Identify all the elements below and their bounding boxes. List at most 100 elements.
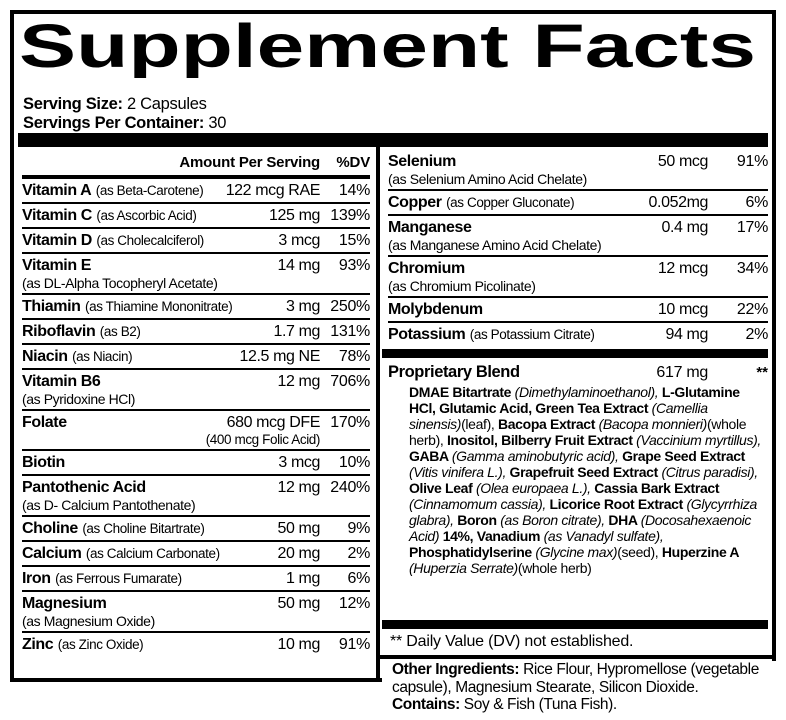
nutrient-amount: 12 mg — [277, 479, 321, 496]
nutrient-name: Potassium — [388, 326, 466, 343]
blend-ingredient-segment: (seed), — [617, 544, 662, 560]
nutrient-amount: 20 mg — [277, 545, 321, 562]
blend-ingredient-segment: (Vitis vinifera L.), — [409, 464, 510, 480]
blend-ingredient-segment: L-Glutamine HCl, Glutamic Acid, Green Te… — [409, 384, 740, 416]
proprietary-blend-name: Proprietary Blend — [388, 363, 520, 381]
nutrient-dv: 12% — [338, 595, 370, 612]
nutrient-name: Manganese — [388, 219, 472, 236]
nutrient-amount: 3 mcg — [278, 232, 320, 249]
nutrient-sub-qualifier: (as Magnesium Oxide) — [22, 613, 155, 629]
nutrient-name-cell: Zinc (as Zinc Oxide) — [22, 636, 278, 654]
nutrient-sub-qualifier: (as Chromium Picolinate) — [388, 278, 536, 294]
panel-notch — [382, 661, 786, 720]
other-ingredients: Other Ingredients: Rice Flour, Hypromell… — [392, 661, 784, 714]
nutrient-amount: 50 mcg — [657, 153, 708, 170]
nutrient-dv: 131% — [330, 323, 370, 340]
nutrient-dv: 78% — [338, 348, 370, 365]
nutrient-amount-cell: 3 mg — [286, 298, 320, 316]
nutrient-amount-cell: 12.5 mg NE — [240, 348, 321, 366]
nutrient-name-cell: Pantothenic Acid (as D- Calcium Pantothen… — [22, 479, 278, 513]
nutrient-amount: 3 mg — [286, 298, 320, 315]
nutrient-dv: 17% — [736, 219, 768, 236]
nutrient-name: Riboflavin — [22, 323, 96, 340]
nutrient-name-cell: Choline (as Choline Bitartrate) — [22, 520, 278, 538]
nutrient-sub-qualifier: (as Pyridoxine HCl) — [22, 391, 135, 407]
blend-ingredient-segment: (Huperzia Serrate) — [409, 560, 518, 576]
nutrient-amount-sub: (400 mcg Folic Acid) — [205, 432, 321, 447]
dv-header: %DV — [336, 154, 370, 171]
nutrient-row: Iron (as Ferrous Fumarate) 1 mg 6% — [22, 567, 370, 592]
nutrient-name: Selenium — [388, 153, 456, 170]
nutrient-amount-cell: 3 mcg — [278, 232, 320, 250]
proprietary-blend-bar — [382, 349, 768, 358]
nutrient-dv: 91% — [338, 636, 370, 653]
nutrient-dv: 706% — [330, 373, 370, 390]
nutrient-amount-cell: 0.4 mg — [661, 219, 708, 237]
other-ingredients-text: Rice Flour, Hypromellose (vegetable caps… — [392, 661, 759, 696]
nutrient-name: Folate — [22, 414, 67, 431]
nutrient-row: Zinc (as Zinc Oxide) 10 mg 91% — [22, 633, 370, 656]
nutrient-qualifier: (as Zinc Oxide) — [57, 637, 144, 652]
nutrient-qualifier: (as Ferrous Fumarate) — [55, 571, 182, 586]
blend-ingredient-segment: (Citrus paradisi), — [661, 464, 758, 480]
blend-ingredient-segment: DHA — [608, 512, 641, 528]
nutrient-row: Riboflavin (as B2) 1.7 mg 131% — [22, 320, 370, 345]
nutrient-name: Choline — [22, 520, 78, 537]
nutrient-qualifier: (as Beta-Carotene) — [95, 183, 204, 198]
nutrient-name: Vitamin A — [22, 182, 92, 199]
blend-ingredient-segment: (Gamma aminobutyric acid), — [451, 448, 623, 464]
nutrient-name-cell: Chromium (as Chromium Picolinate) — [388, 260, 658, 294]
nutrient-amount-cell: 12 mg — [278, 373, 321, 391]
nutrient-name-cell: Vitamin B6 (as Pyridoxine HCl) — [22, 373, 278, 407]
blend-ingredient-segment: Grapefruit Seed Extract — [509, 464, 662, 480]
blend-ingredient-segment: Inositol, Bilberry Fruit Extract — [447, 432, 637, 448]
nutrient-dv: 2% — [347, 545, 370, 562]
nutrient-name: Magnesium — [22, 595, 107, 612]
nutrient-dv: 6% — [745, 194, 768, 211]
blend-ingredient-segment: (Glycine max) — [535, 544, 618, 560]
nutrient-amount-cell: 12 mg — [277, 479, 321, 497]
nutrient-row: Magnesium (as Magnesium Oxide) 50 mg 12% — [22, 592, 370, 633]
nutrient-row: Copper (as Copper Gluconate) 0.052mg 6% — [388, 191, 768, 216]
amount-per-serving-header: Amount Per Serving — [179, 154, 320, 171]
nutrient-amount: 14 mg — [277, 257, 321, 274]
blend-ingredient-segment: (Olea europaea L.), — [475, 480, 595, 496]
nutrient-name: Vitamin B6 — [22, 373, 101, 390]
blend-ingredient-segment: Cassia Bark Extract — [594, 480, 720, 496]
nutrient-row: Biotin 3 mcg 10% — [22, 451, 370, 476]
contains-label: Contains: — [392, 696, 460, 713]
nutrient-dv: 14% — [338, 182, 370, 199]
blend-ingredient-segment: (Camellia sinensis) — [409, 400, 708, 432]
nutrient-row: Choline (as Choline Bitartrate) 50 mg 9% — [22, 517, 370, 542]
dv-footnote: ** Daily Value (DV) not established. — [390, 633, 634, 650]
nutrient-amount: 10 mcg — [657, 301, 708, 318]
nutrient-row: Pantothenic Acid (as D- Calcium Pantothen… — [22, 476, 370, 517]
nutrient-qualifier: (as Calcium Carbonate) — [85, 546, 220, 561]
nutrient-row: Vitamin D (as Cholecalciferol) 3 mcg 15% — [22, 229, 370, 254]
nutrient-name: Iron — [22, 570, 51, 587]
blend-ingredient-segment: (whole herb) — [517, 560, 592, 576]
nutrient-sub-qualifier: (as D- Calcium Pantothenate) — [22, 497, 196, 513]
nutrient-name-cell: Calcium (as Calcium Carbonate) — [22, 545, 278, 563]
proprietary-blend-amount: 617 mg — [656, 364, 708, 381]
nutrient-qualifier: (as Ascorbic Acid) — [96, 208, 197, 223]
blend-ingredient-segment: (leaf), — [461, 416, 498, 432]
blend-ingredient-segment: (Dimethylaminoethanol), — [514, 384, 662, 400]
nutrient-name: Vitamin C — [22, 207, 92, 224]
blend-ingredient-segment: (Bacopa monnieri) — [598, 416, 708, 432]
blend-ingredient-segment: Phosphatidylserine — [409, 544, 536, 560]
nutrient-name-cell: Selenium (as Selenium Amino Acid Chelate) — [388, 153, 658, 187]
nutrient-amount: 50 mg — [277, 520, 321, 537]
nutrient-dv: 139% — [330, 207, 370, 224]
nutrient-name: Biotin — [22, 454, 65, 471]
nutrient-amount-cell: 50 mg — [277, 520, 321, 538]
blend-ingredient-segment: (Glycyrrhiza glabra), — [409, 496, 757, 528]
proprietary-blend-dv: ** — [756, 364, 768, 381]
page-title: Supplement Facts — [19, 14, 756, 78]
column-header: Amount Per Serving %DV — [22, 151, 370, 179]
blend-ingredient-segment: Huperzine A — [661, 544, 739, 560]
nutrient-sub-qualifier: (as Selenium Amino Acid Chelate) — [388, 171, 587, 187]
nutrient-name: Calcium — [22, 545, 82, 562]
blend-ingredient-segment: (Vaccinium myrtillus), — [636, 432, 761, 448]
nutrient-amount-cell: 125 mg — [269, 207, 320, 225]
